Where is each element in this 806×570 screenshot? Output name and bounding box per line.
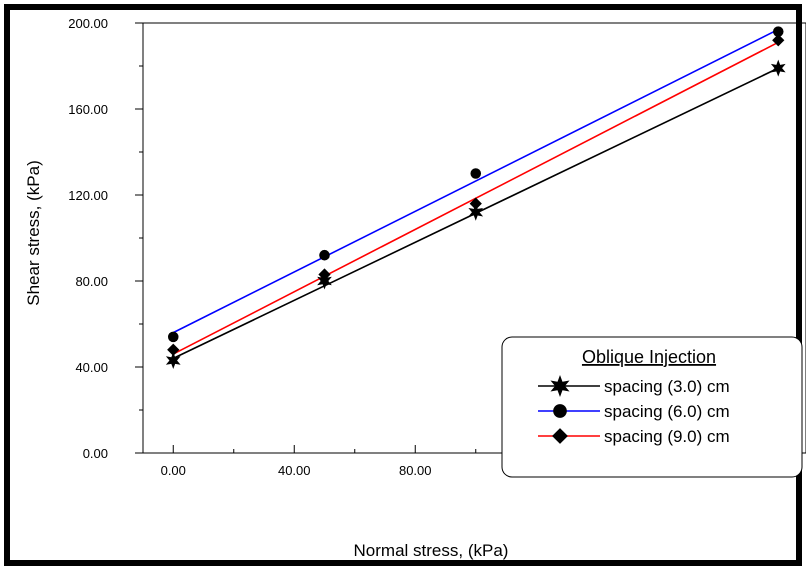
markers-layer [165, 26, 786, 370]
legend-title: Oblique Injection [582, 347, 716, 367]
legend-entries: spacing (3.0) cm spacing (6.0) cm spacing … [538, 375, 730, 446]
data-point-series-2 [772, 26, 784, 37]
data-point-series-1 [468, 203, 484, 221]
data-point-series-1 [770, 59, 786, 77]
legend: Oblique Injection spacing (3.0) cmspacin… [501, 336, 803, 478]
y-tick-label: 40.00 [75, 360, 108, 375]
y-axis-label: Shear stress, (kPa) [24, 160, 43, 306]
legend-label-series-1: spacing (3.0) cm [604, 377, 730, 396]
x-tick-label: 0.00 [161, 463, 186, 478]
data-point-series-2 [167, 331, 179, 343]
y-tick-label: 120.00 [68, 188, 108, 203]
data-point-series-1 [317, 272, 332, 290]
y-tick-label: 200.00 [68, 16, 108, 31]
y-tick-label: 0.00 [83, 446, 108, 461]
legend-marker-series-3 [552, 428, 568, 444]
y-tick-label: 160.00 [68, 102, 108, 117]
data-point-series-3 [469, 197, 482, 210]
x-axis-label: Normal stress, (kPa) [354, 541, 509, 560]
data-point-series-1 [165, 352, 181, 370]
legend-label-series-3: spacing (9.0) cm [604, 427, 730, 446]
outer-frame [4, 4, 802, 566]
data-point-series-2 [470, 168, 482, 179]
data-point-series-3 [772, 34, 785, 47]
data-point-series-3 [167, 343, 180, 356]
data-point-series-2 [319, 249, 330, 261]
fit-line-series-2 [172, 28, 779, 334]
x-tick-label: 80.00 [399, 463, 432, 478]
legend-label-series-2: spacing (6.0) cm [604, 402, 730, 421]
legend-marker-series-2 [553, 404, 567, 418]
y-tick-label: 80.00 [75, 274, 108, 289]
legend-box [501, 336, 803, 478]
data-point-series-3 [318, 268, 331, 281]
x-tick-label: 40.00 [278, 463, 311, 478]
legend-marker-series-1 [550, 375, 570, 397]
